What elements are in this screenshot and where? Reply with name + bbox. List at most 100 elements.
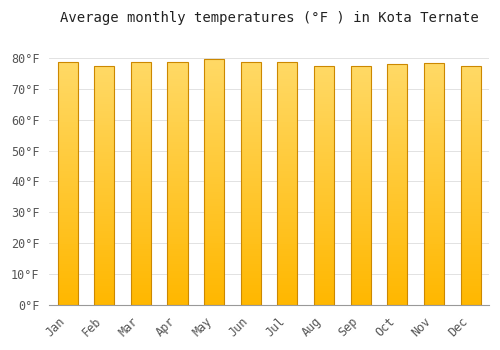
Bar xyxy=(131,71,151,74)
Bar xyxy=(58,195,78,198)
Bar xyxy=(314,228,334,231)
Bar xyxy=(131,271,151,273)
Bar xyxy=(204,246,224,248)
Bar xyxy=(58,118,78,120)
Bar xyxy=(168,298,188,300)
Bar xyxy=(460,267,480,269)
Bar xyxy=(204,133,224,135)
Bar xyxy=(314,102,334,104)
Bar xyxy=(387,161,407,163)
Bar xyxy=(278,132,297,135)
Bar xyxy=(278,74,297,76)
Bar xyxy=(460,176,480,178)
Bar xyxy=(240,108,261,110)
Bar xyxy=(350,245,371,247)
Bar xyxy=(424,102,444,104)
Bar xyxy=(424,208,444,210)
Bar xyxy=(350,276,371,279)
Bar xyxy=(168,132,188,135)
Bar xyxy=(424,138,444,140)
Bar xyxy=(314,121,334,123)
Bar xyxy=(58,100,78,103)
Bar xyxy=(278,261,297,264)
Bar xyxy=(204,111,224,113)
Bar xyxy=(278,118,297,120)
Bar xyxy=(168,149,188,152)
Bar xyxy=(58,293,78,295)
Bar xyxy=(204,216,224,219)
Bar xyxy=(387,72,407,74)
Bar xyxy=(240,135,261,137)
Bar xyxy=(94,226,114,228)
Bar xyxy=(278,271,297,273)
Bar xyxy=(314,207,334,209)
Bar xyxy=(94,288,114,290)
Bar xyxy=(278,171,297,174)
Bar xyxy=(168,288,188,290)
Bar xyxy=(278,259,297,261)
Bar xyxy=(240,147,261,149)
Bar xyxy=(168,244,188,246)
Bar xyxy=(131,62,151,64)
Bar xyxy=(94,109,114,111)
Bar xyxy=(460,281,480,284)
Bar xyxy=(94,224,114,226)
Bar xyxy=(94,207,114,209)
Bar xyxy=(278,166,297,169)
Bar xyxy=(460,209,480,211)
Bar xyxy=(424,268,444,271)
Bar xyxy=(94,75,114,78)
Bar xyxy=(168,195,188,198)
Bar xyxy=(168,115,188,118)
Bar xyxy=(204,177,224,180)
Bar xyxy=(58,302,78,305)
Bar xyxy=(131,249,151,251)
Bar xyxy=(204,76,224,78)
Bar xyxy=(240,142,261,144)
Bar xyxy=(387,105,407,108)
Bar xyxy=(204,61,224,64)
Bar xyxy=(424,283,444,286)
Bar xyxy=(314,123,334,125)
Bar xyxy=(350,116,371,118)
Bar xyxy=(131,261,151,264)
Bar xyxy=(240,271,261,273)
Bar xyxy=(278,110,297,113)
Bar xyxy=(350,111,371,113)
Bar xyxy=(168,108,188,110)
Bar xyxy=(314,68,334,70)
Bar xyxy=(168,98,188,100)
Bar xyxy=(278,144,297,147)
Bar xyxy=(350,145,371,147)
Bar xyxy=(314,298,334,300)
Bar xyxy=(424,152,444,155)
Bar xyxy=(387,264,407,266)
Bar xyxy=(168,137,188,139)
Bar xyxy=(460,156,480,159)
Bar xyxy=(350,140,371,142)
Bar xyxy=(350,128,371,130)
Bar xyxy=(314,286,334,288)
Bar xyxy=(314,271,334,274)
Bar xyxy=(204,86,224,88)
Bar xyxy=(387,64,407,67)
Bar xyxy=(350,80,371,82)
Bar xyxy=(240,246,261,249)
Bar xyxy=(424,184,444,186)
Bar xyxy=(131,137,151,139)
Bar xyxy=(94,262,114,264)
Bar xyxy=(460,135,480,138)
Bar xyxy=(350,70,371,73)
Bar xyxy=(240,273,261,276)
Bar xyxy=(314,224,334,226)
Bar xyxy=(460,78,480,80)
Bar xyxy=(94,236,114,238)
Bar xyxy=(94,147,114,149)
Bar xyxy=(460,142,480,145)
Bar xyxy=(387,127,407,129)
Bar xyxy=(387,151,407,153)
Bar xyxy=(204,174,224,177)
Bar xyxy=(314,75,334,78)
Bar xyxy=(278,300,297,302)
Bar xyxy=(387,189,407,192)
